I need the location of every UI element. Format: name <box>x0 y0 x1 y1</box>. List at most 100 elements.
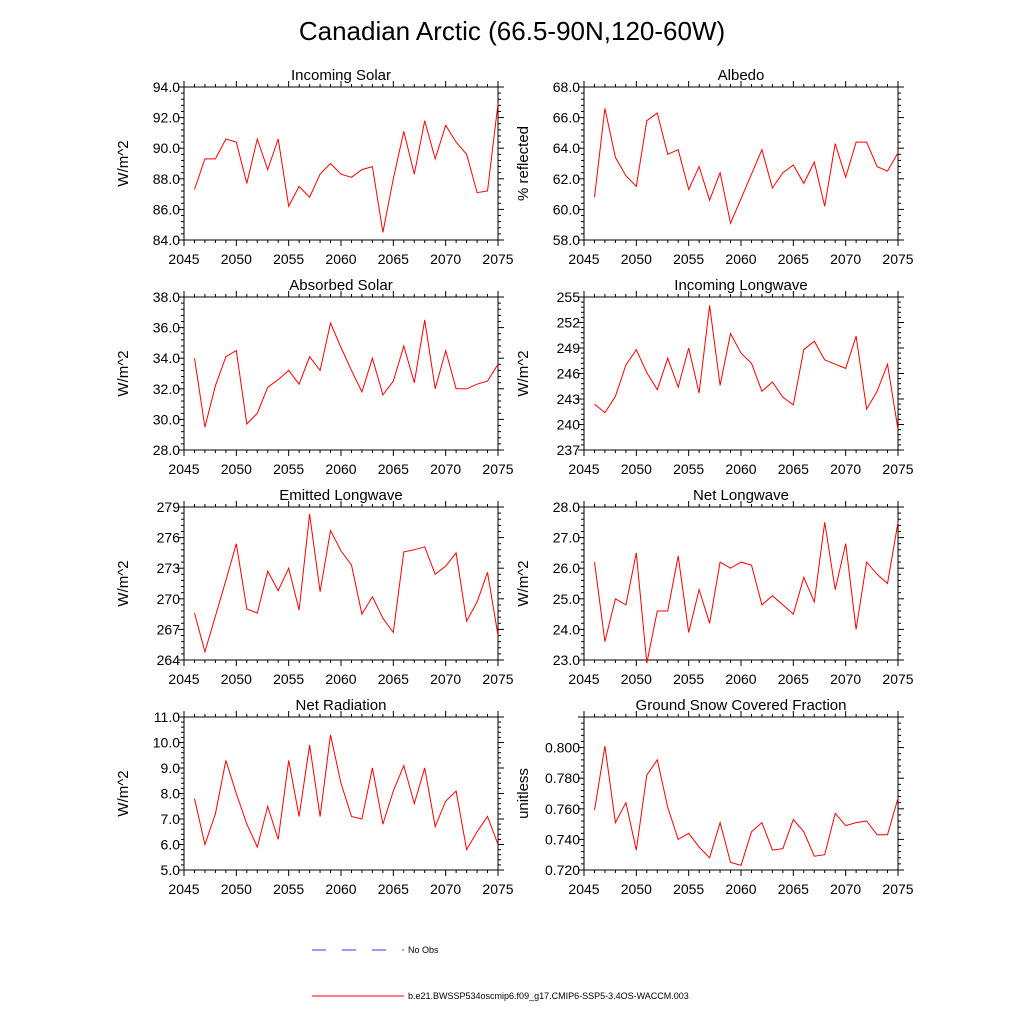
y-tick-label: 25.0 <box>553 591 580 607</box>
panel-title: Emitted Longwave <box>279 487 402 504</box>
x-tick-label: 2070 <box>830 251 861 267</box>
series-line-albedo <box>594 108 899 225</box>
panel-title: Albedo <box>718 67 765 84</box>
x-tick-label: 2075 <box>482 881 513 897</box>
panel-title: Net Longwave <box>693 487 789 504</box>
x-tick-label: 2075 <box>882 251 913 267</box>
x-tick-label: 2055 <box>673 461 704 477</box>
legend-case-label: b.e21.BWSSP534oscmip6.f09_g17.CMIP6-SSP5… <box>408 991 689 1001</box>
x-tick-label: 2060 <box>725 671 756 687</box>
x-tick-label: 2050 <box>221 251 252 267</box>
y-axis-label: W/m^2 <box>515 350 532 396</box>
y-tick-label: 237 <box>557 442 581 458</box>
y-tick-label: 246 <box>557 366 581 382</box>
panel-incoming-longwave: Incoming Longwave 2045 2050 2055 2060 2065 207… <box>515 277 914 477</box>
y-axis-label: W/m^2 <box>515 560 532 606</box>
x-tick-label: 2060 <box>325 251 356 267</box>
y-tick-label: 26.0 <box>553 560 580 576</box>
x-tick-label: 2075 <box>882 881 913 897</box>
legend: No Obs b.e21.BWSSP534oscmip6.f09_g17.CMI… <box>312 945 689 1001</box>
x-tick-label: 2075 <box>482 251 513 267</box>
x-tick-label: 2045 <box>168 461 199 477</box>
y-tick-label: 92.0 <box>153 110 180 126</box>
y-axis-label: W/m^2 <box>115 560 132 606</box>
y-tick-label: 10.0 <box>153 735 180 751</box>
plot-frame <box>183 296 499 451</box>
x-tick-label: 2055 <box>273 251 304 267</box>
panel-ground-snow-covered-fraction: Ground Snow Covered Fraction 2045 2050 2055… <box>515 697 914 897</box>
x-tick-label: 2050 <box>221 671 252 687</box>
y-tick-label: 38.0 <box>153 289 180 305</box>
y-tick-label: 66.0 <box>553 110 580 126</box>
series-line-emitted-longwave <box>194 514 499 654</box>
y-tick-label: 0.720 <box>545 862 580 878</box>
y-tick-label: 58.0 <box>553 232 580 248</box>
series-line-net-longwave <box>594 522 899 664</box>
y-tick-label: 249 <box>557 340 581 356</box>
x-tick-label: 2065 <box>778 251 809 267</box>
x-tick-label: 2075 <box>482 671 513 687</box>
figure-title: Canadian Arctic (66.5-90N,120-60W) <box>299 16 725 46</box>
y-tick-label: 255 <box>557 289 581 305</box>
panels: Incoming Solar 2045 2050 2055 2060 2065 2070 20… <box>115 67 914 897</box>
y-tick-label: 62.0 <box>553 171 580 187</box>
plot-frame <box>183 86 499 241</box>
x-tick-label: 2050 <box>621 881 652 897</box>
x-tick-label: 2045 <box>168 881 199 897</box>
x-tick-label: 2055 <box>673 671 704 687</box>
x-tick-label: 2045 <box>568 461 599 477</box>
x-tick-label: 2075 <box>482 461 513 477</box>
x-tick-label: 2060 <box>325 671 356 687</box>
y-tick-label: 28.0 <box>553 499 580 515</box>
x-tick-label: 2055 <box>273 671 304 687</box>
x-tick-label: 2060 <box>325 881 356 897</box>
y-tick-label: 86.0 <box>153 201 180 217</box>
y-tick-label: 279 <box>157 499 181 515</box>
y-tick-label: 5.0 <box>161 862 181 878</box>
x-tick-label: 2060 <box>725 881 756 897</box>
y-tick-label: 270 <box>157 591 181 607</box>
x-tick-label: 2060 <box>725 461 756 477</box>
x-tick-label: 2050 <box>221 461 252 477</box>
x-tick-label: 2070 <box>430 461 461 477</box>
panel-net-longwave: Net Longwave 2045 2050 2055 2060 2065 2070 2075… <box>515 487 914 687</box>
x-tick-label: 2065 <box>378 671 409 687</box>
y-tick-label: 60.0 <box>553 201 580 217</box>
plot-frame <box>583 296 899 451</box>
panel-emitted-longwave: Emitted Longwave 2045 2050 2055 2060 2065 2070… <box>115 487 514 687</box>
panel-albedo: Albedo 2045 2050 2055 2060 2065 2070 2075 58.0 60… <box>515 67 914 267</box>
y-tick-label: 90.0 <box>153 140 180 156</box>
panel-net-radiation: Net Radiation 2045 2050 2055 2060 2065 2070 207… <box>115 697 514 897</box>
x-tick-label: 2050 <box>621 671 652 687</box>
series-line-incoming-solar <box>194 103 499 233</box>
panel-title: Incoming Solar <box>291 67 391 84</box>
y-tick-label: 8.0 <box>161 786 181 802</box>
x-tick-label: 2050 <box>621 461 652 477</box>
x-tick-label: 2050 <box>621 251 652 267</box>
series-line-incoming-longwave <box>594 305 899 430</box>
x-tick-label: 2045 <box>568 251 599 267</box>
y-tick-label: 0.780 <box>545 770 580 786</box>
x-tick-label: 2065 <box>378 251 409 267</box>
x-tick-label: 2065 <box>778 461 809 477</box>
panel-title: Incoming Longwave <box>674 277 807 294</box>
panel-incoming-solar: Incoming Solar 2045 2050 2055 2060 2065 2070 20… <box>115 67 514 267</box>
x-tick-label: 2070 <box>430 881 461 897</box>
y-tick-label: 84.0 <box>153 232 180 248</box>
panel-absorbed-solar: Absorbed Solar 2045 2050 2055 2060 2065 2070 20… <box>115 277 514 477</box>
y-tick-label: 0.800 <box>545 740 580 756</box>
plot-frame <box>183 506 499 661</box>
y-axis-label: W/m^2 <box>115 350 132 396</box>
x-tick-label: 2075 <box>882 461 913 477</box>
x-tick-label: 2070 <box>430 251 461 267</box>
x-tick-label: 2045 <box>568 881 599 897</box>
plot-frame <box>583 716 899 871</box>
y-tick-label: 6.0 <box>161 837 181 853</box>
x-tick-label: 2060 <box>725 251 756 267</box>
y-tick-label: 0.740 <box>545 831 580 847</box>
panel-title: Absorbed Solar <box>289 277 392 294</box>
y-tick-label: 267 <box>157 621 181 637</box>
y-tick-label: 9.0 <box>161 760 181 776</box>
x-tick-label: 2055 <box>273 461 304 477</box>
